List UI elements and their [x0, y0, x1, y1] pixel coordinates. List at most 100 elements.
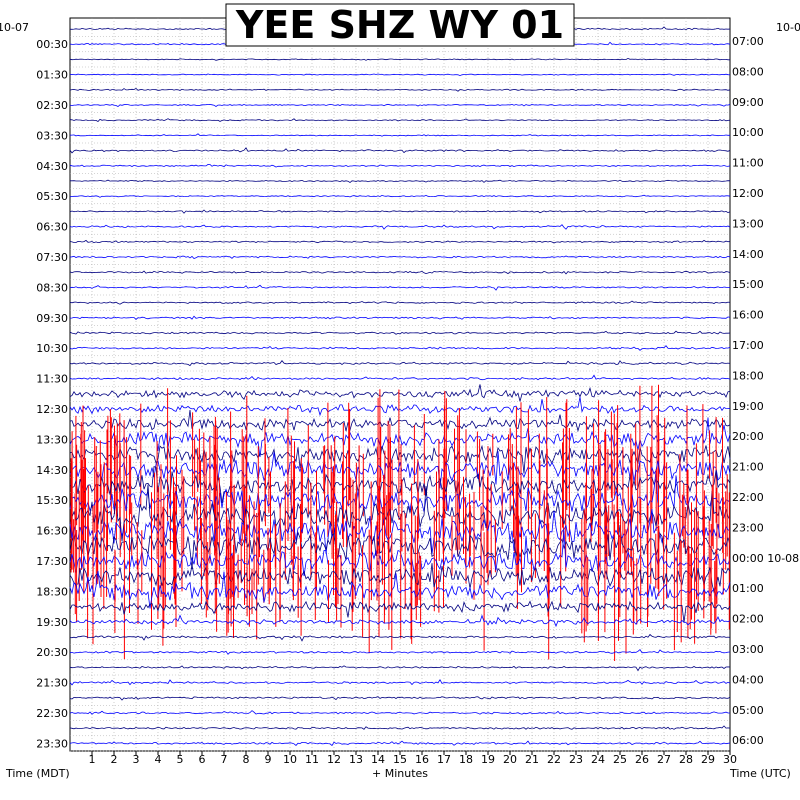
right-time-axis: 07:00 08:00 09:00 10:00 11:00 12:00 13:00 14:00… — [732, 35, 799, 747]
trace-line — [69, 409, 731, 433]
right-time-label: 11:00 — [732, 157, 764, 170]
left-time-label: 00:30 — [36, 38, 68, 51]
trace-line — [69, 725, 731, 730]
x-tick-label: 2 — [111, 753, 118, 766]
left-time-label: 04:30 — [36, 160, 68, 173]
x-tick-label: 17 — [437, 753, 451, 766]
right-time-label: 19:00 — [732, 400, 764, 413]
x-tick-label: 6 — [199, 753, 206, 766]
x-tick-label: 3 — [133, 753, 140, 766]
right-time-label: 12:00 — [732, 187, 764, 200]
trace-line — [69, 73, 731, 77]
right-time-label: 00:00 10-08 — [732, 552, 799, 565]
seismic-traces — [69, 26, 731, 747]
trace-line — [69, 103, 731, 107]
right-axis-label: Time (UTC) — [729, 767, 791, 780]
x-tick-label: 20 — [503, 753, 517, 766]
trace-line — [69, 209, 731, 214]
trace-line — [69, 300, 731, 305]
trace-line — [69, 740, 731, 747]
left-time-label: 06:30 — [36, 221, 68, 234]
left-time-label: 16:30 — [36, 525, 68, 538]
right-time-label: 06:00 — [732, 734, 764, 747]
left-time-label: 09:30 — [36, 312, 68, 325]
trace-line — [69, 360, 731, 367]
x-tick-label: 10 — [283, 753, 297, 766]
left-time-label: 08:30 — [36, 281, 68, 294]
trace-line — [69, 133, 730, 137]
trace-line — [69, 163, 731, 168]
trace-line — [69, 88, 731, 92]
trace-line — [69, 384, 731, 402]
trace-line — [69, 710, 730, 715]
x-tick-label: 4 — [155, 753, 162, 766]
x-tick-label: 15 — [393, 753, 407, 766]
left-time-label: 20:30 — [36, 646, 68, 659]
left-time-label: 23:30 — [36, 737, 68, 750]
left-time-label: 14:30 — [36, 464, 68, 477]
trace-line — [69, 614, 731, 628]
trace-line — [69, 679, 731, 686]
right-time-label: 05:00 — [732, 704, 764, 717]
trace-line — [69, 224, 731, 230]
minute-axis: 1 2 3 4 5 6 7 8 9 10 11 12 13 14 15 16 17 18 19 20 21 22 23 24 2… — [89, 751, 737, 766]
x-tick-label: 5 — [177, 753, 184, 766]
left-time-label: 03:30 — [36, 129, 68, 142]
x-tick-label: 25 — [613, 753, 627, 766]
left-time-label: 12:30 — [36, 403, 68, 416]
x-tick-label: 26 — [635, 753, 649, 766]
right-time-label: 20:00 — [732, 430, 764, 443]
right-time-label: 16:00 — [732, 309, 764, 322]
left-time-label: 07:30 — [36, 251, 68, 264]
x-tick-label: 21 — [525, 753, 539, 766]
trace-line — [69, 525, 731, 569]
plot-grid — [70, 18, 730, 752]
right-time-label: 15:00 — [732, 278, 764, 291]
left-time-label: 15:30 — [36, 494, 68, 507]
right-time-label: 10:00 — [732, 126, 764, 139]
left-time-label: 22:30 — [36, 707, 68, 720]
left-time-label: 18:30 — [36, 585, 68, 598]
trace-line — [69, 118, 731, 122]
x-tick-label: 9 — [265, 753, 272, 766]
right-time-label: 14:00 — [732, 248, 764, 261]
trace-line — [69, 374, 731, 381]
x-tick-label: 11 — [305, 753, 319, 766]
right-time-label: 07:00 — [732, 35, 764, 48]
trace-line — [69, 451, 731, 489]
right-time-label: 02:00 — [732, 613, 764, 626]
right-time-label: 01:00 — [732, 582, 764, 595]
x-tick-label: 22 — [547, 753, 561, 766]
left-time-label: 01:30 — [36, 69, 68, 82]
right-time-label: 09:00 — [732, 96, 764, 109]
trace-line — [70, 179, 731, 183]
left-time-label: 13:30 — [36, 433, 68, 446]
trace-line — [69, 270, 731, 275]
trace-line — [69, 633, 731, 642]
trace-line — [69, 345, 731, 351]
left-time-label: 05:30 — [36, 190, 68, 203]
trace-line — [69, 648, 731, 655]
x-tick-label: 7 — [221, 753, 228, 766]
trace-line — [69, 255, 731, 259]
x-tick-label: 28 — [679, 753, 693, 766]
right-time-label: 23:00 — [732, 521, 764, 534]
left-time-axis: 00:30 01:30 02:30 03:30 04:30 05:30 06:30 07:30… — [36, 38, 68, 750]
left-time-label: 10:30 — [36, 342, 68, 355]
clipped-trace-segment — [75, 384, 711, 525]
trace-line — [69, 570, 731, 609]
x-tick-label: 12 — [327, 753, 341, 766]
trace-line — [69, 417, 731, 457]
trace-line — [69, 470, 731, 524]
x-axis-label: + Minutes — [372, 767, 428, 780]
trace-line — [69, 57, 730, 61]
trace-line — [69, 665, 731, 672]
x-tick-label: 18 — [459, 753, 473, 766]
x-tick-label: 8 — [243, 753, 250, 766]
x-tick-label: 27 — [657, 753, 671, 766]
trace-line — [69, 194, 731, 198]
trace-line — [69, 696, 731, 701]
x-tick-label: 23 — [569, 753, 583, 766]
trace-line — [69, 466, 731, 503]
